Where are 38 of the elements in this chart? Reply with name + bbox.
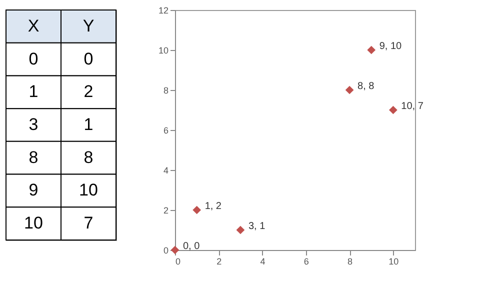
text: 7 bbox=[84, 214, 94, 233]
point bbox=[367, 46, 376, 54]
y-tick-label: 6 bbox=[163, 126, 168, 136]
x-tick-label: 0 bbox=[176, 256, 181, 266]
text: 0 bbox=[84, 49, 94, 68]
text: 1 bbox=[84, 115, 94, 134]
y-tick-label: 10 bbox=[158, 46, 168, 56]
data-label: 8, 8 bbox=[358, 81, 375, 92]
text: 1 bbox=[28, 82, 38, 102]
y-tick-label: 8 bbox=[163, 86, 168, 96]
text: 2 bbox=[84, 82, 94, 102]
point bbox=[345, 86, 354, 94]
text: 0 bbox=[28, 49, 38, 68]
data-label: 3, 1 bbox=[248, 221, 266, 232]
text: Y bbox=[82, 16, 94, 36]
point bbox=[389, 106, 398, 114]
y-tick-label: 12 bbox=[158, 6, 168, 16]
x-tick-label: 10 bbox=[388, 256, 399, 266]
data-label: 1, 2 bbox=[204, 201, 222, 212]
text: X bbox=[28, 16, 40, 36]
text: 10 bbox=[79, 180, 98, 200]
x-tick-label: 8 bbox=[348, 256, 353, 266]
y-tick-label: 4 bbox=[163, 166, 168, 176]
data-label: 10, 7 bbox=[401, 101, 424, 112]
y-tick-label: 2 bbox=[163, 206, 168, 216]
y-tick-label: 0 bbox=[163, 246, 168, 256]
x-tick-label: 6 bbox=[304, 256, 309, 266]
data-label: 0, 0 bbox=[183, 241, 200, 252]
x-tick-label: 4 bbox=[260, 256, 266, 266]
x-tick-label: 2 bbox=[216, 256, 222, 266]
data-label: 9, 10 bbox=[379, 41, 402, 52]
text: 8 bbox=[84, 148, 94, 167]
text: 3 bbox=[28, 115, 38, 134]
text: 8 bbox=[28, 148, 38, 167]
point bbox=[236, 226, 245, 234]
point bbox=[192, 206, 201, 214]
text: 9 bbox=[28, 180, 38, 200]
text: 10 bbox=[24, 214, 43, 233]
